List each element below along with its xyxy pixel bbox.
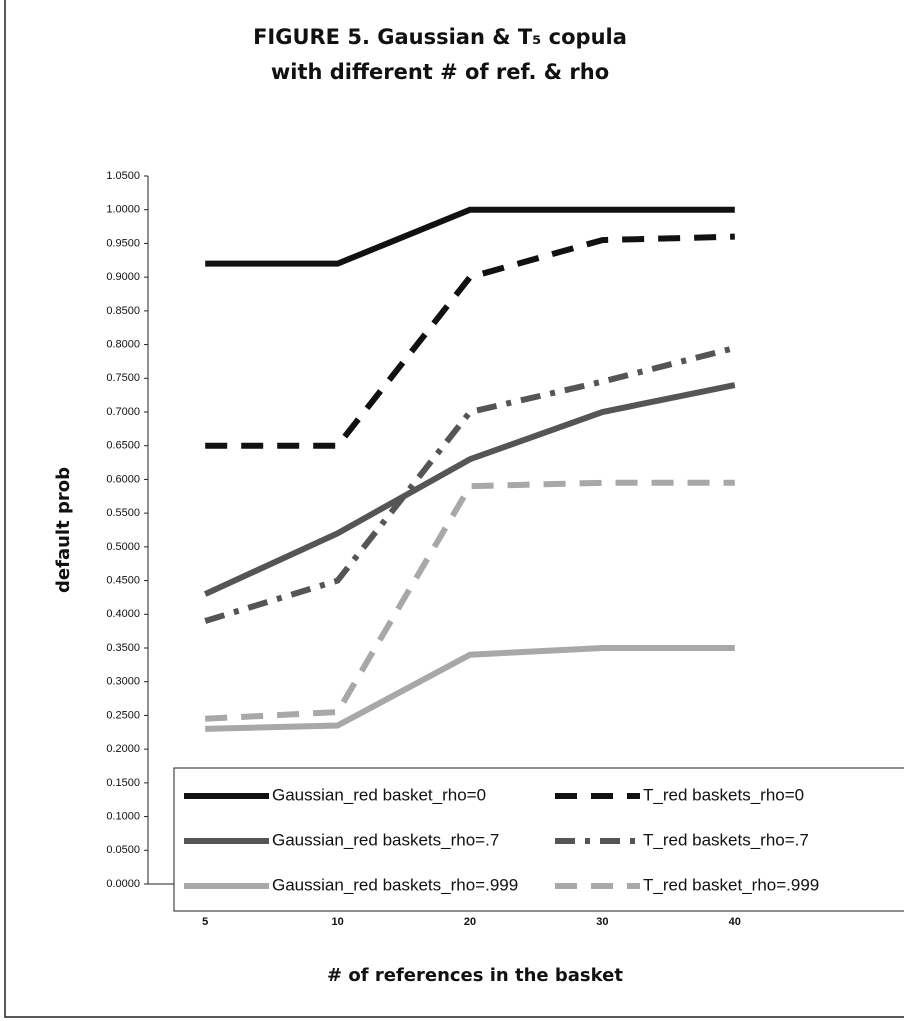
y-tick-label: 0.1500 bbox=[106, 777, 140, 789]
y-tick-label: 0.3000 bbox=[106, 676, 140, 688]
y-tick-label: 0.9500 bbox=[106, 237, 140, 249]
chart-title: FIGURE 5. Gaussian & T₅ copula bbox=[253, 25, 627, 49]
y-tick-label: 1.0500 bbox=[106, 170, 140, 182]
y-tick-label: 0.6500 bbox=[106, 440, 140, 452]
x-tick-label: 40 bbox=[729, 916, 741, 928]
legend-label: T_red basket_rho=.999 bbox=[643, 875, 819, 894]
legend-label: T_red baskets_rho=.7 bbox=[643, 830, 809, 849]
series-line bbox=[205, 206, 735, 267]
y-tick-label: 0.5000 bbox=[106, 541, 140, 553]
y-tick-label: 0.7500 bbox=[106, 372, 140, 384]
series-line bbox=[205, 645, 735, 732]
y-tick-label: 0.4500 bbox=[106, 574, 140, 586]
y-tick-label: 0.9000 bbox=[106, 271, 140, 283]
series-line bbox=[204, 345, 736, 624]
y-tick-label: 0.2500 bbox=[106, 709, 140, 721]
chart-subtitle: with different # of ref. & rho bbox=[271, 60, 609, 84]
legend-label: Gaussian_red basket_rho=0 bbox=[272, 785, 486, 804]
series-line bbox=[205, 479, 735, 722]
y-tick-label: 0.7000 bbox=[106, 406, 140, 418]
legend-box bbox=[173, 767, 904, 912]
y-tick-label: 0.4000 bbox=[106, 608, 140, 620]
y-tick-label: 0.6000 bbox=[106, 473, 140, 485]
y-tick-label: 0.8500 bbox=[106, 305, 140, 317]
y-axis-title: default prob bbox=[53, 467, 74, 593]
legend-label: Gaussian_red baskets_rho=.999 bbox=[272, 875, 518, 894]
y-tick-label: 1.0000 bbox=[106, 204, 140, 216]
x-tick-label: 30 bbox=[596, 916, 608, 928]
x-tick-label: 10 bbox=[331, 916, 343, 928]
frame bbox=[4, 0, 904, 1018]
x-tick-label: 5 bbox=[202, 916, 208, 928]
series-line bbox=[203, 382, 736, 597]
y-tick-label: 0.3500 bbox=[106, 642, 140, 654]
y-tick-label: 0.0000 bbox=[106, 878, 140, 890]
legend-label: Gaussian_red baskets_rho=.7 bbox=[272, 830, 499, 849]
x-axis-title: # of references in the basket bbox=[327, 965, 623, 986]
y-tick-label: 0.5500 bbox=[106, 507, 140, 519]
x-tick-label: 20 bbox=[464, 916, 476, 928]
y-tick-label: 0.0500 bbox=[106, 844, 140, 856]
y-tick-label: 0.2000 bbox=[106, 743, 140, 755]
y-tick-label: 0.1000 bbox=[106, 810, 140, 822]
series-line bbox=[205, 233, 735, 449]
y-tick-label: 0.8000 bbox=[106, 338, 140, 350]
legend-label: T_red baskets_rho=0 bbox=[643, 785, 804, 804]
